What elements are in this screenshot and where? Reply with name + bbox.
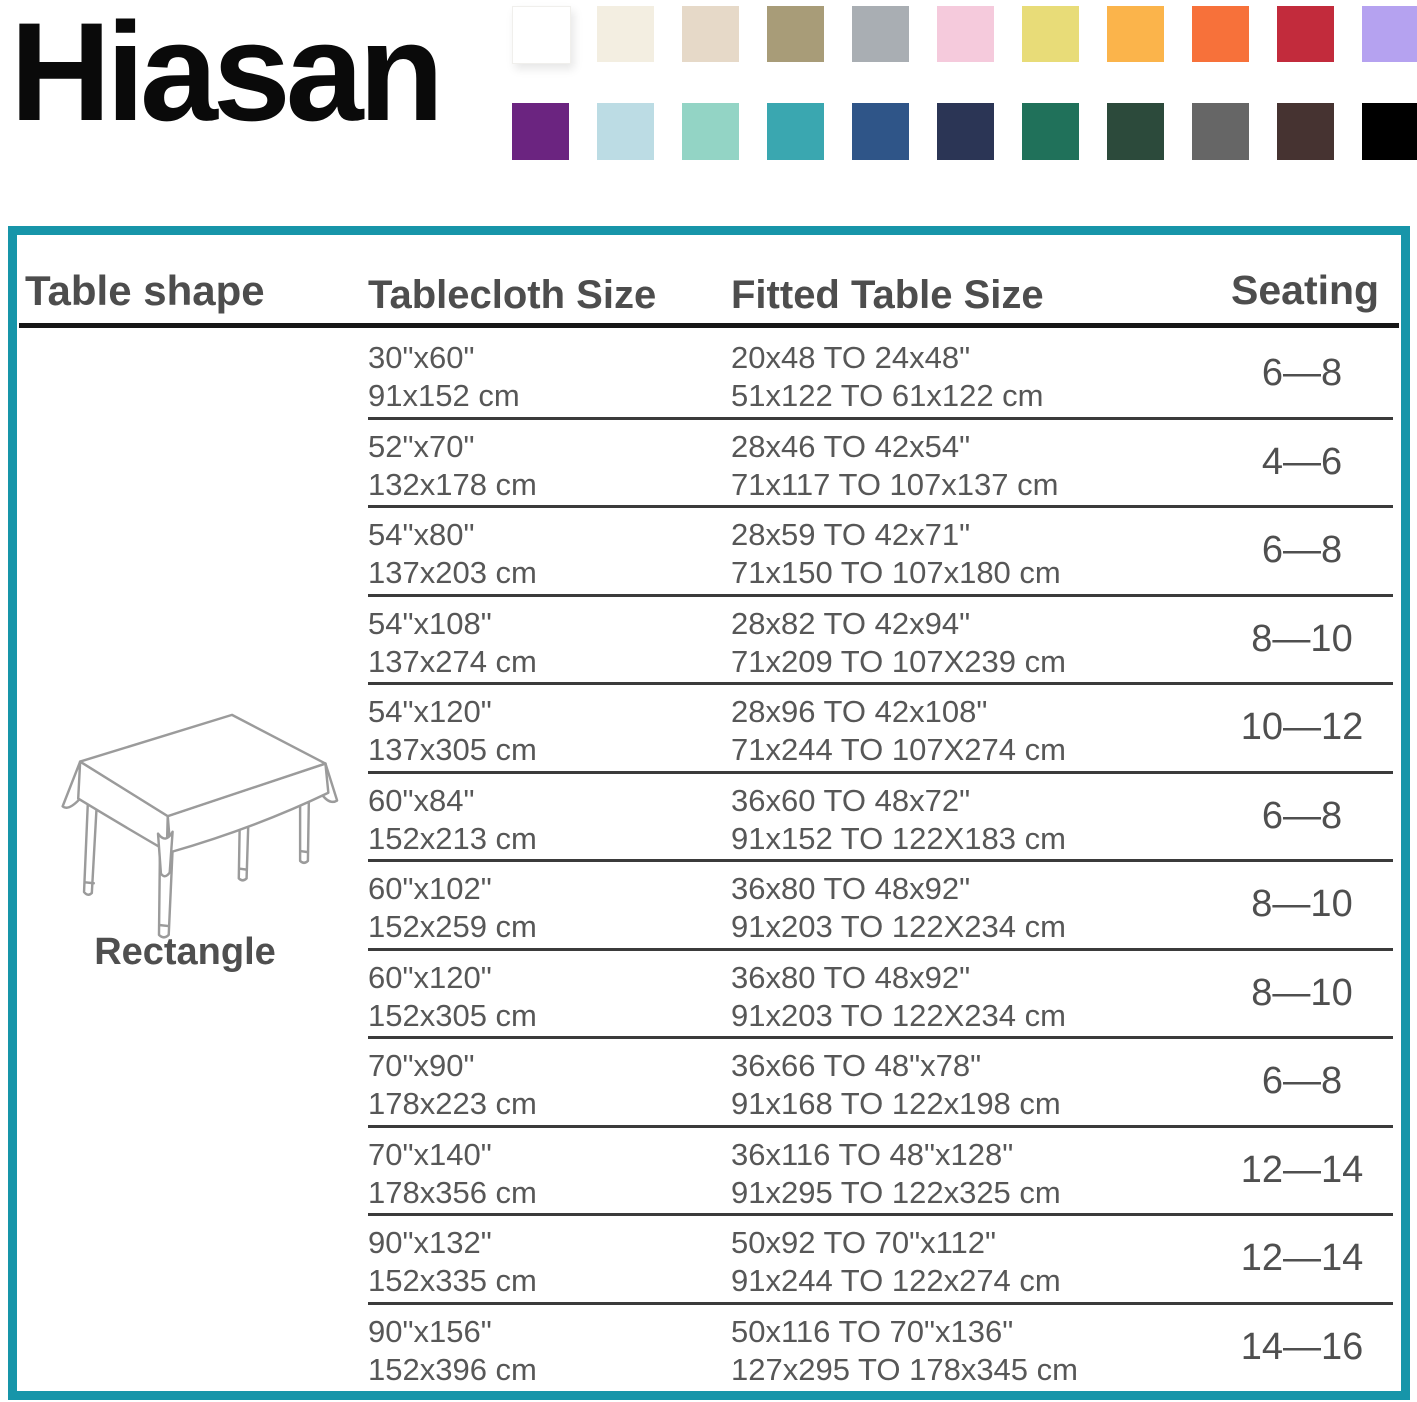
header-divider (19, 323, 1399, 328)
seating-cell: 6—8 (1261, 1060, 1343, 1103)
table-row: 90"x156" 152x396 cm 50x116 TO 70"x136" 127x… (17, 1301, 1401, 1392)
seating-cell: 8—10 (1251, 883, 1353, 926)
color-swatch-black (1362, 103, 1417, 160)
seating-cell: 10—12 (1240, 706, 1364, 749)
color-swatch-orange (1192, 6, 1249, 62)
color-swatch-white (512, 6, 571, 64)
color-swatch-beige (682, 6, 739, 62)
table-row: 90"x132" 152x335 cm 50x92 TO 70"x112" 91x24… (17, 1213, 1401, 1303)
color-swatch-grey (852, 6, 909, 62)
fitted-size-cell: 36x60 TO 48x72" 91x152 TO 122X183 cm (731, 782, 1066, 856)
fitted-size-cell: 50x116 TO 70"x136" 127x295 TO 178x345 cm (731, 1313, 1078, 1387)
seating-cell: 6—8 (1261, 529, 1343, 572)
table-row: 30"x60" 91x152 cm 20x48 TO 24x48" 51x122 TO… (17, 329, 1401, 418)
color-swatch-yellow (1022, 6, 1079, 62)
rectangle-table-icon (61, 713, 339, 939)
color-swatch-red (1277, 6, 1334, 62)
color-swatch-navy (937, 103, 994, 160)
color-swatch-lavender (1362, 6, 1417, 62)
table-row: 70"x140" 178x356 cm 36x116 TO 48"x128" 91x2… (17, 1124, 1401, 1215)
table-row: 54"x108" 137x274 cm 28x82 TO 42x94" 71x209 … (17, 593, 1401, 684)
tablecloth-size-cell: 70"x90" 178x223 cm (368, 1048, 537, 1121)
table-row: 70"x90" 178x223 cm 36x66 TO 48"x78" 91x168 … (17, 1036, 1401, 1126)
color-swatch-gold (1107, 6, 1164, 62)
color-swatch-purple (512, 103, 569, 160)
color-swatch-aqua (682, 103, 739, 160)
fitted-size-cell: 28x46 TO 42x54" 71x117 TO 107x137 cm (731, 428, 1059, 502)
shape-label: Rectangle (94, 931, 276, 973)
column-header-fitted-table-size: Fitted Table Size (731, 273, 1044, 317)
color-swatch-brown (1277, 103, 1334, 160)
table-row: 54"x120" 137x305 cm 28x96 TO 42x108" 71x244… (17, 682, 1401, 772)
fitted-size-cell: 28x96 TO 42x108" 71x244 TO 107X274 cm (731, 694, 1066, 767)
size-chart-table: Table shape Tablecloth Size Fitted Table… (8, 226, 1410, 1400)
tablecloth-size-cell: 54"x120" 137x305 cm (368, 694, 537, 767)
color-swatch-pink (937, 6, 994, 62)
tablecloth-size-cell: 52"x70" 132x178 cm (368, 428, 537, 502)
tablecloth-size-cell: 30"x60" 91x152 cm (368, 340, 520, 413)
tablecloth-size-cell: 54"x80" 137x203 cm (368, 517, 537, 590)
column-header-tablecloth-size: Tablecloth Size (368, 273, 657, 317)
table-row: 54"x80" 137x203 cm 28x59 TO 42x71" 71x150 T… (17, 505, 1401, 595)
brand-logo: Hiasan (10, 0, 444, 150)
fitted-size-cell: 28x82 TO 42x94" 71x209 TO 107X239 cm (731, 605, 1066, 679)
tablecloth-size-cell: 60"x84" 152x213 cm (368, 782, 537, 856)
table-row: 60"x102" 152x259 cm 36x80 TO 48x92" 91x203 … (17, 859, 1401, 949)
column-header-seating: Seating (1231, 267, 1380, 313)
fitted-size-cell: 36x80 TO 48x92" 91x203 TO 122X234 cm (731, 959, 1066, 1033)
color-swatch-green (1022, 103, 1079, 160)
fitted-size-cell: 20x48 TO 24x48" 51x122 TO 61x122 cm (731, 340, 1044, 413)
seating-cell: 12—14 (1240, 1237, 1364, 1280)
seating-cell: 4—6 (1261, 440, 1343, 483)
color-swatch-ivory (597, 6, 654, 62)
seating-cell: 6—8 (1261, 352, 1343, 395)
color-swatch-dark-green (1107, 103, 1164, 160)
table-row: 52"x70" 132x178 cm 28x46 TO 42x54" 71x117 T… (17, 416, 1401, 507)
tablecloth-size-cell: 70"x140" 178x356 cm (368, 1136, 537, 1210)
fitted-size-cell: 28x59 TO 42x71" 71x150 TO 107x180 cm (731, 517, 1061, 590)
seating-cell: 6—8 (1261, 794, 1343, 837)
fitted-size-cell: 36x66 TO 48"x78" 91x168 TO 122x198 cm (731, 1048, 1061, 1121)
table-row: 60"x120" 152x305 cm 36x80 TO 48x92" 91x203 … (17, 947, 1401, 1038)
seating-cell: 12—14 (1240, 1148, 1364, 1191)
tablecloth-size-cell: 54"x108" 137x274 cm (368, 605, 537, 679)
fitted-size-cell: 50x92 TO 70"x112" 91x244 TO 122x274 cm (731, 1225, 1061, 1298)
color-swatch-dark-grey (1192, 103, 1249, 160)
tablecloth-size-cell: 90"x132" 152x335 cm (368, 1225, 537, 1298)
tablecloth-size-cell: 60"x120" 152x305 cm (368, 959, 537, 1033)
fitted-size-cell: 36x116 TO 48"x128" 91x295 TO 122x325 cm (731, 1136, 1061, 1210)
tablecloth-size-cell: 60"x102" 152x259 cm (368, 871, 537, 944)
tablecloth-size-cell: 90"x156" 152x396 cm (368, 1313, 537, 1387)
color-swatch-teal (767, 103, 824, 160)
color-swatch-blue (852, 103, 909, 160)
seating-cell: 8—10 (1251, 617, 1353, 660)
size-rows: 30"x60" 91x152 cm 20x48 TO 24x48" 51x122 TO… (17, 329, 1401, 1391)
color-swatch-khaki (767, 6, 824, 62)
color-swatch-light-blue (597, 103, 654, 160)
seating-cell: 14—16 (1240, 1325, 1364, 1368)
seating-cell: 8—10 (1251, 971, 1353, 1014)
column-header-table-shape: Table shape (25, 267, 265, 314)
fitted-size-cell: 36x80 TO 48x92" 91x203 TO 122X234 cm (731, 871, 1066, 944)
table-row: 60"x84" 152x213 cm 36x60 TO 48x72" 91x152 T… (17, 770, 1401, 861)
